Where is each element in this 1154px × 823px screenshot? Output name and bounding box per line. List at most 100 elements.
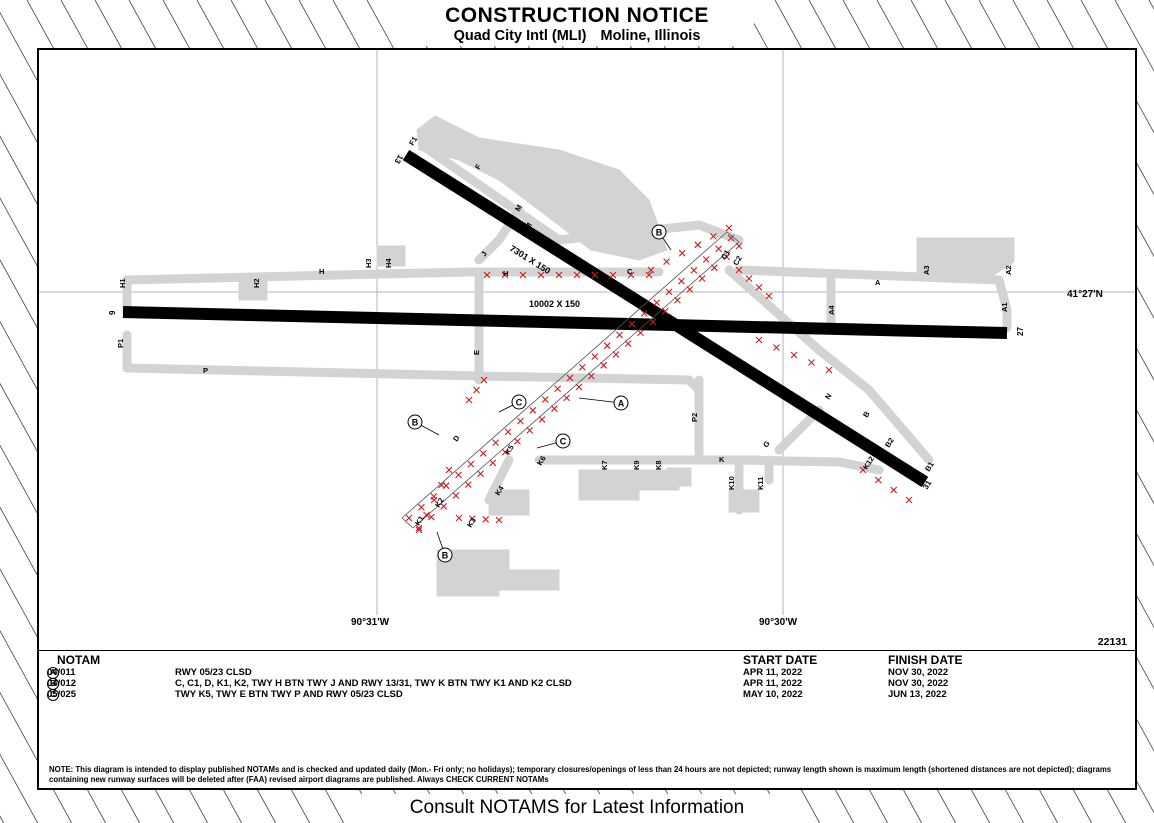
closure-x-mark	[455, 471, 462, 479]
closure-x-mark	[555, 271, 563, 279]
closure-x-mark	[477, 470, 484, 478]
taxiway-label: K6	[535, 454, 548, 467]
taxiway-label: M	[513, 203, 524, 213]
notam-marker: C	[47, 689, 59, 701]
closure-x-mark	[563, 394, 571, 402]
taxiway-label: H2	[252, 278, 261, 288]
runway-end-9: 9	[108, 310, 117, 315]
callout-circle	[651, 224, 667, 240]
taxiway-label: P1	[116, 339, 125, 348]
closure-x-mark	[874, 476, 882, 484]
notice-title: CONSTRUCTION NOTICE	[445, 4, 709, 27]
closure-x-mark	[566, 374, 574, 382]
closure-x-mark	[727, 234, 735, 242]
taxiway-b	[724, 265, 934, 465]
notam-description: TWY K5, TWY E BTN TWY P AND RWY 05/23 CL…	[175, 689, 403, 700]
disclaimer-note: NOTE: This diagram is intended to displa…	[49, 765, 1112, 784]
closure-x-mark	[415, 524, 423, 532]
closure-x-mark	[445, 466, 453, 474]
notam-callouts: A B B B C C	[407, 224, 672, 563]
taxiway-label: G	[761, 439, 772, 449]
closure-x-mark	[501, 448, 509, 456]
closure-x-mark	[514, 437, 521, 445]
taxiway-label: K8	[654, 460, 663, 470]
taxiway-label: J	[479, 250, 489, 258]
taxiway-a	[734, 265, 1012, 333]
closure-x-mark	[452, 492, 460, 499]
taxiway-label: K9	[632, 460, 641, 470]
closure-x-mark	[482, 515, 490, 523]
notam-header: NOTAM	[57, 653, 101, 667]
taxiway-label: C	[627, 267, 633, 276]
closure-x-mark	[628, 320, 636, 328]
closure-x-mark	[661, 307, 669, 315]
taxiway-label: N	[823, 392, 834, 401]
closed-runway-outline	[401, 231, 740, 529]
pavement-areas	[238, 115, 1015, 597]
closure-x-mark	[519, 271, 527, 279]
taxiway-label: K7	[600, 460, 609, 470]
taxiway-label: P2	[690, 413, 699, 422]
closure-x-mark	[483, 271, 491, 279]
notam-description: RWY 05/23 CLSD	[175, 667, 252, 678]
closure-x-mark	[587, 372, 595, 380]
closure-x-mark	[573, 271, 581, 279]
closure-x-mark	[578, 363, 586, 371]
latitude-label: 41°27'N	[1067, 289, 1103, 300]
closure-x-mark	[645, 271, 653, 279]
notam-start-date: MAY 10, 2022	[743, 689, 803, 700]
notam-description: C, C1, D, K1, K2, TWY H BTN TWY J AND RW…	[175, 678, 572, 689]
airport-city: Moline, Illinois	[600, 28, 701, 44]
taxiway-label: A3	[922, 265, 931, 275]
notam-finish-date: JUN 13, 2022	[888, 689, 947, 700]
callout-letter: B	[412, 418, 419, 428]
taxiway-p2	[694, 375, 764, 465]
taxiway-label: B2	[883, 436, 896, 449]
taxiway-label: H4	[384, 258, 393, 268]
taxiway-label: F	[473, 162, 483, 171]
closure-x-mark	[526, 426, 534, 434]
notam-finish-date: NOV 30, 2022	[888, 678, 949, 689]
callout-letter: B	[442, 551, 449, 561]
taxiway-label: H	[503, 269, 508, 278]
closure-x-mark	[467, 460, 475, 468]
taxiway-k	[534, 455, 884, 475]
taxiway-label: D	[451, 433, 462, 443]
closed-areas	[405, 224, 913, 534]
callout-circle	[555, 433, 571, 449]
closure-x-mark	[616, 331, 623, 339]
closure-x-mark	[765, 292, 773, 300]
closure-x-mark	[492, 439, 500, 447]
notam-id: 04/011	[47, 667, 76, 678]
taxiway-label: K11	[756, 477, 765, 490]
callout-letter: C	[516, 398, 523, 408]
closure-x-mark	[554, 385, 562, 393]
closure-x-mark	[479, 449, 487, 457]
taxiway-label: A1	[1000, 302, 1009, 312]
table-divider	[39, 650, 1135, 651]
closure-x-mark	[808, 359, 815, 366]
closure-x-mark	[440, 502, 448, 510]
callout-letter: C	[560, 437, 567, 447]
south-apron	[436, 549, 560, 597]
notam-finish-date: NOV 30, 2022	[888, 667, 949, 678]
closure-x-mark	[859, 466, 867, 474]
taxiway-label: K3	[465, 516, 478, 529]
taxiway-label: B1	[923, 460, 936, 473]
callout-circle	[613, 395, 629, 411]
taxiway-label: E	[472, 350, 481, 355]
taxiway-label: B	[861, 409, 872, 419]
closure-x-mark	[647, 266, 655, 274]
runways	[122, 149, 1008, 488]
closure-x-mark	[504, 428, 512, 436]
footer-message: Consult NOTAMS for Latest Information	[409, 797, 745, 818]
closure-x-mark	[427, 513, 435, 521]
taxiway-h	[122, 267, 664, 285]
closure-x-mark	[825, 366, 833, 374]
closure-x-mark	[890, 486, 898, 494]
taxiway-label: K2	[433, 496, 446, 509]
east-remote-apron	[728, 489, 760, 513]
closure-x-mark	[609, 271, 617, 279]
closure-x-mark	[538, 416, 546, 423]
finish-date-header: FINISH DATE	[888, 653, 963, 667]
